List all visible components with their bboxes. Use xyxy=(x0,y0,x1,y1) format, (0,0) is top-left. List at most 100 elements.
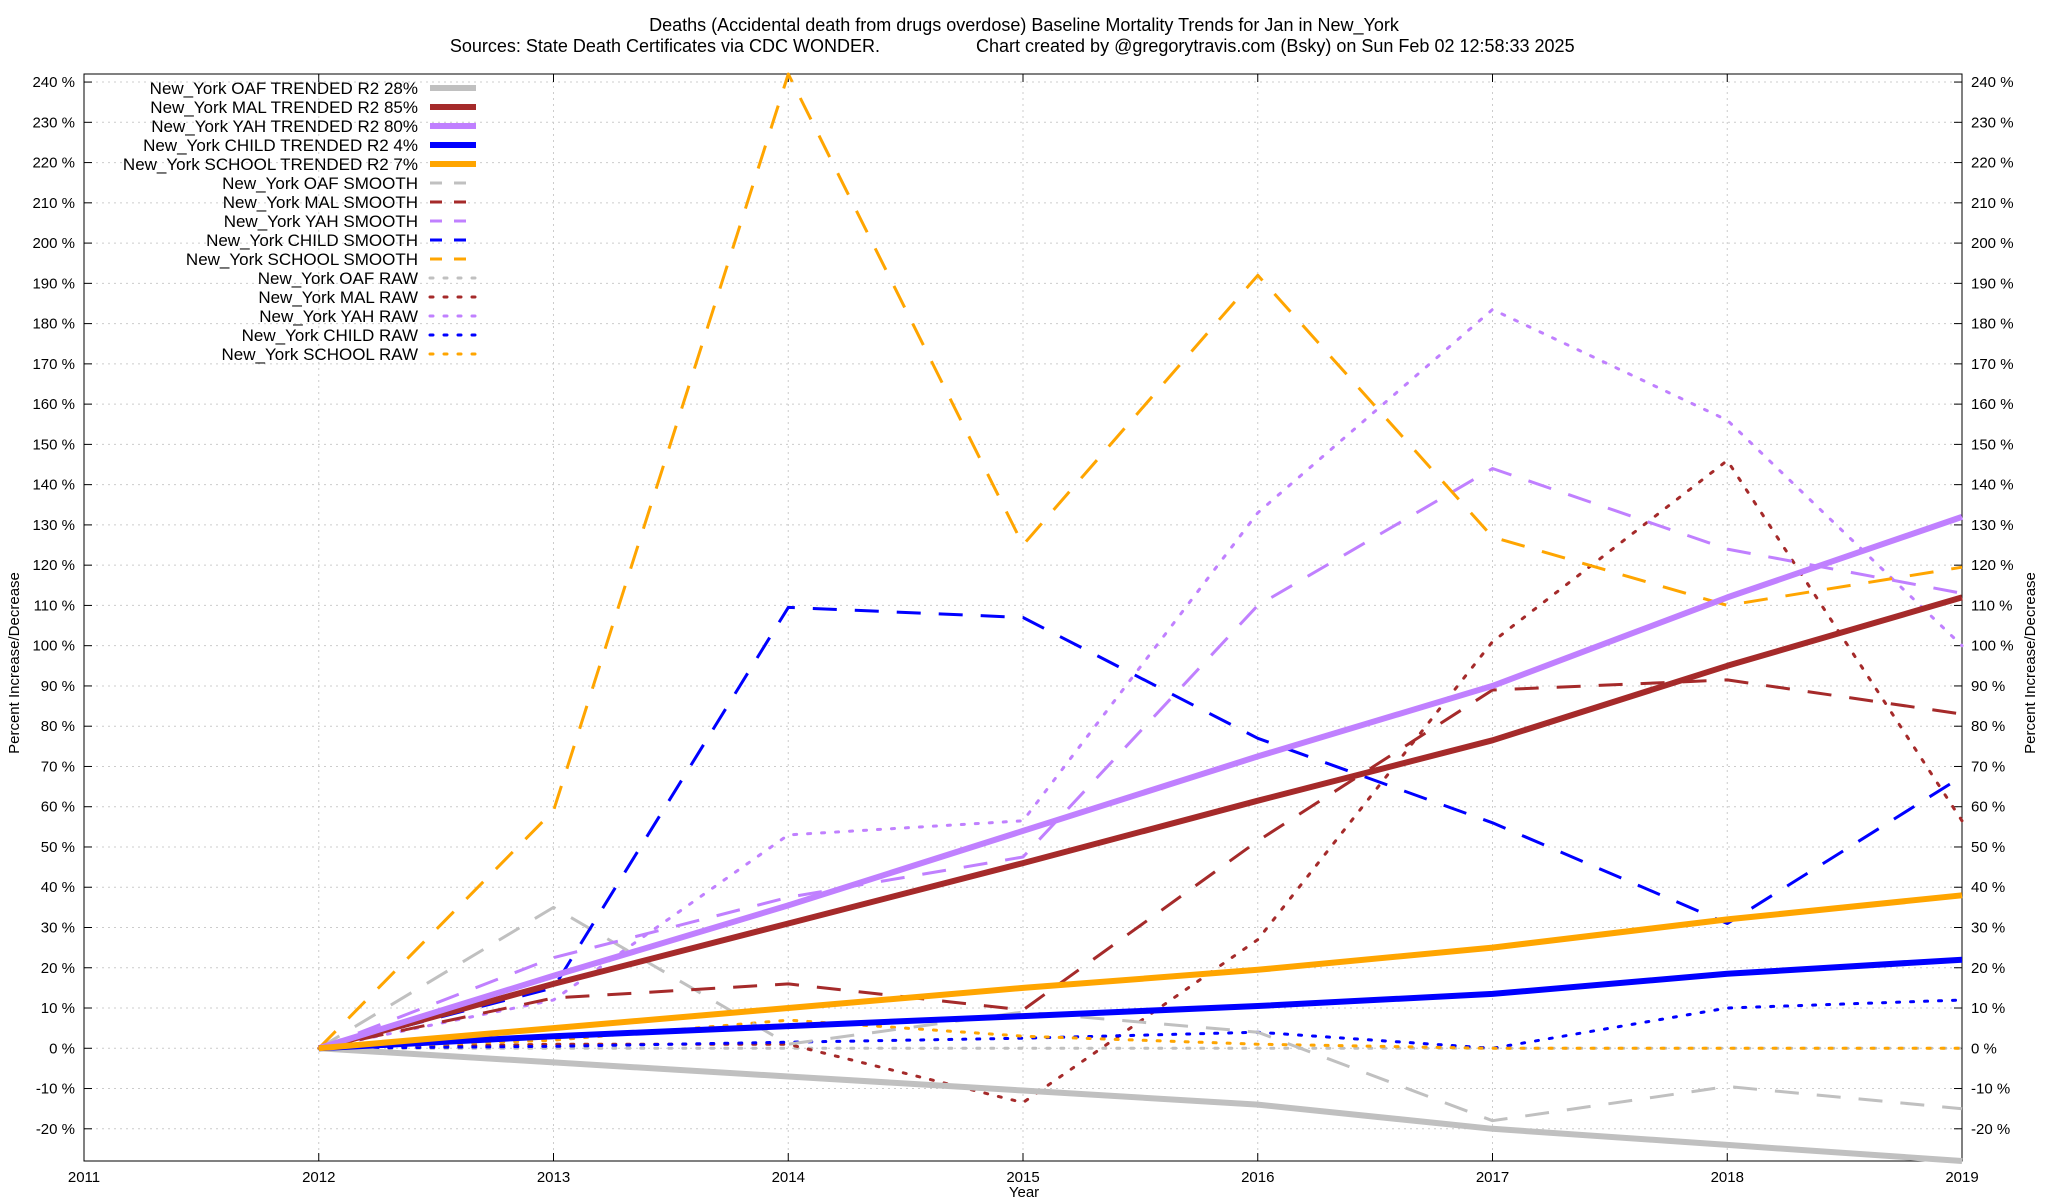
series-line-1 xyxy=(318,594,1963,1052)
y-tick-label-right: 240 % xyxy=(1971,74,2014,91)
y-tick-label-right: 100 % xyxy=(1971,638,2014,655)
x-tick-label: 2017 xyxy=(1476,1169,1509,1186)
series-line-11 xyxy=(317,459,1964,1105)
y-tick-label-right: -20 % xyxy=(1971,1121,2010,1138)
y-tick-label-left: 150 % xyxy=(32,436,75,453)
y-tick-label-right: 140 % xyxy=(1971,477,2014,494)
y-tick-label-right: 10 % xyxy=(1971,1000,2005,1017)
y-tick-label-right: 70 % xyxy=(1971,758,2005,775)
y-tick-label-left: 240 % xyxy=(32,74,75,91)
y-axis-label-right: Percent Increase/Decrease xyxy=(2022,572,2039,754)
legend-entry-label: New_York YAH RAW xyxy=(259,307,418,326)
series-line-0 xyxy=(318,1045,1963,1164)
y-tick-label-left: 170 % xyxy=(32,356,75,373)
x-tick-label: 2014 xyxy=(772,1169,805,1186)
legend-entry-label: New_York OAF RAW xyxy=(258,269,418,288)
y-axis-label-left: Percent Increase/Decrease xyxy=(6,572,23,754)
y-tick-label-left: 190 % xyxy=(32,275,75,292)
y-tick-label-right: 90 % xyxy=(1971,678,2005,695)
y-tick-label-right: 230 % xyxy=(1971,114,2014,131)
legend-entry-label: New_York SCHOOL TRENDED R2 7% xyxy=(123,155,418,174)
y-tick-label-left: 210 % xyxy=(32,195,75,212)
y-tick-label-left: 230 % xyxy=(32,114,75,131)
y-tick-label-right: 40 % xyxy=(1971,879,2005,896)
y-tick-label-right: 120 % xyxy=(1971,557,2014,574)
y-tick-label-left: 60 % xyxy=(41,799,75,816)
legend-entry-label: New_York MAL RAW xyxy=(258,288,418,307)
chart-title: Deaths (Accidental death from drugs over… xyxy=(649,15,1400,36)
chart-subtitle-source: Sources: State Death Certificates via CD… xyxy=(450,36,880,56)
x-tick-label: 2015 xyxy=(1006,1169,1039,1186)
series-line-8 xyxy=(318,605,1963,1050)
y-tick-label-right: 160 % xyxy=(1971,396,2014,413)
y-tick-label-left: 50 % xyxy=(41,839,75,856)
y-tick-label-left: 220 % xyxy=(32,155,75,172)
y-tick-label-right: 60 % xyxy=(1971,799,2005,816)
y-tick-label-left: 140 % xyxy=(32,477,75,494)
chart-subtitle-credit: Chart created by @gregorytravis.com (Bsk… xyxy=(976,36,1575,56)
legend-entry-label: New_York MAL SMOOTH xyxy=(223,193,418,212)
y-tick-label-right: 110 % xyxy=(1971,597,2012,614)
y-tick-label-right: 200 % xyxy=(1971,235,2014,252)
legend-entry-label: New_York CHILD RAW xyxy=(242,326,418,345)
x-tick-label: 2012 xyxy=(302,1169,335,1186)
y-tick-label-right: 30 % xyxy=(1971,919,2005,936)
y-tick-label-right: 80 % xyxy=(1971,718,2005,735)
y-tick-label-right: 170 % xyxy=(1971,356,2014,373)
y-tick-label-right: -10 % xyxy=(1971,1081,2010,1098)
y-tick-label-right: 190 % xyxy=(1971,275,2014,292)
legend-entry-label: New_York OAF SMOOTH xyxy=(222,174,418,193)
x-tick-label: 2019 xyxy=(1945,1169,1978,1186)
legend-entry-label: New_York SCHOOL RAW xyxy=(222,345,419,364)
series-line-13 xyxy=(317,998,1964,1050)
legend-entry-label: New_York YAH SMOOTH xyxy=(224,212,418,231)
series-line-6 xyxy=(318,678,1963,1050)
grid xyxy=(84,74,1962,1161)
series-line-14 xyxy=(317,1018,1964,1050)
y-tick-label-right: 130 % xyxy=(1971,517,2014,534)
y-tick-label-right: 220 % xyxy=(1971,155,2014,172)
series-line-2 xyxy=(317,514,1963,1052)
x-tick-label: 2016 xyxy=(1241,1169,1274,1186)
legend: New_York OAF TRENDED R2 28%New_York MAL … xyxy=(123,79,478,364)
y-tick-label-left: 90 % xyxy=(41,678,75,695)
x-tick-label: 2018 xyxy=(1711,1169,1744,1186)
y-tick-label-left: 0 % xyxy=(49,1040,75,1057)
series-lines xyxy=(317,72,1964,1164)
y-tick-label-right: 50 % xyxy=(1971,839,2005,856)
y-tick-label-right: 150 % xyxy=(1971,436,2014,453)
series-line-7 xyxy=(318,467,1963,1050)
legend-entry-label: New_York CHILD SMOOTH xyxy=(206,231,418,250)
y-tick-label-left: 100 % xyxy=(32,638,75,655)
series-line-9 xyxy=(317,72,1963,1050)
series-line-3 xyxy=(318,956,1963,1052)
x-tick-label: 2013 xyxy=(537,1169,570,1186)
y-tick-label-left: -20 % xyxy=(36,1121,75,1138)
y-tick-label-left: 30 % xyxy=(41,919,75,936)
y-tick-label-left: 10 % xyxy=(41,1000,75,1017)
y-tick-label-left: 110 % xyxy=(34,597,75,614)
axes: 2011 2012 2013 2014 2015 2016 2017 2018 2019 -20 … xyxy=(32,73,2014,1186)
y-tick-label-left: 200 % xyxy=(32,235,75,252)
y-tick-label-left: 120 % xyxy=(32,557,75,574)
x-tick-label: 2011 xyxy=(68,1169,100,1186)
legend-entry-label: New_York OAF TRENDED R2 28% xyxy=(150,79,418,98)
legend-entry-label: New_York CHILD TRENDED R2 4% xyxy=(143,136,418,155)
x-axis-label: Year xyxy=(1009,1184,1039,1200)
series-line-5 xyxy=(318,905,1963,1123)
y-tick-label-right: 210 % xyxy=(1971,195,2014,212)
y-tick-label-right: 20 % xyxy=(1971,960,2005,977)
legend-entry-label: New_York SCHOOL SMOOTH xyxy=(186,250,418,269)
series-line-4 xyxy=(318,892,1963,1052)
y-tick-label-left: 70 % xyxy=(41,758,75,775)
y-tick-label-left: 80 % xyxy=(41,718,75,735)
legend-entry-label: New_York MAL TRENDED R2 85% xyxy=(150,98,418,117)
y-tick-label-right: 0 % xyxy=(1971,1040,1997,1057)
series-line-12 xyxy=(317,308,1964,1050)
y-tick-label-left: 40 % xyxy=(41,879,75,896)
y-tick-label-right: 180 % xyxy=(1971,316,2014,333)
y-tick-label-left: 130 % xyxy=(32,517,75,534)
y-tick-label-left: 180 % xyxy=(32,316,75,333)
y-tick-label-left: 160 % xyxy=(32,396,75,413)
